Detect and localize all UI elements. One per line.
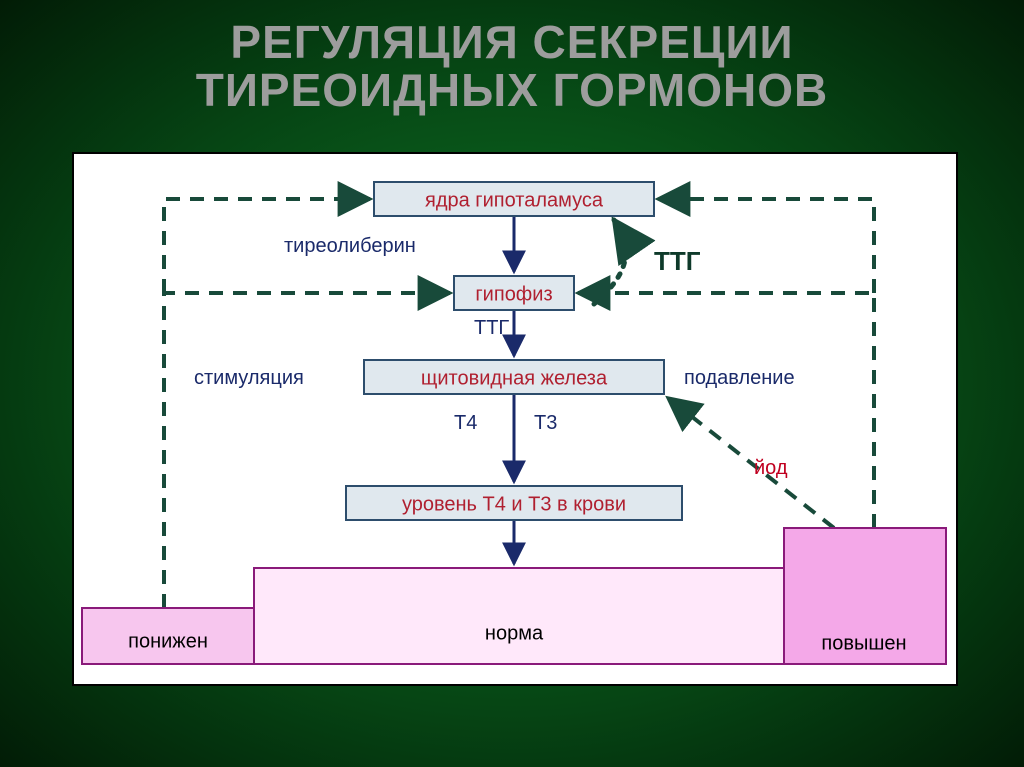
node-pituitary-label: гипофиз [475,283,552,305]
level-low: понижен [82,608,254,664]
label-trh: тиреолиберин [284,235,416,257]
slide-title: РЕГУЛЯЦИЯ СЕКРЕЦИИ ТИРЕОИДНЫХ ГОРМОНОВ [0,0,1024,115]
slide-root: РЕГУЛЯЦИЯ СЕКРЕЦИИ ТИРЕОИДНЫХ ГОРМОНОВ [0,0,1024,767]
node-blood: уровень Т4 и Т3 в крови [346,486,682,520]
label-supp: подавление [684,367,795,389]
label-iodine: йод [754,457,788,479]
label-ttg-big: ТТГ [654,246,701,276]
title-line-2: ТИРЕОИДНЫХ ГОРМОНОВ [196,64,829,116]
node-hypothalamus: ядра гипоталамуса [374,182,654,216]
title-line-1: РЕГУЛЯЦИЯ СЕКРЕЦИИ [230,16,793,68]
diagram-svg: понижен норма повышен ядра гипоталамуса … [74,154,956,684]
node-hypothalamus-label: ядра гипоталамуса [425,189,604,211]
diagram-container: понижен норма повышен ядра гипоталамуса … [72,152,958,686]
node-blood-label: уровень Т4 и Т3 в крови [402,493,626,515]
level-high-label: повышен [821,632,906,654]
label-tsh: ТТГ [474,317,509,339]
stimulation-feedback [164,199,450,608]
node-thyroid: щитовидная железа [364,360,664,394]
level-low-label: понижен [128,630,208,652]
node-pituitary: гипофиз [454,276,574,310]
label-stim: стимуляция [194,367,304,389]
level-mid: норма [254,568,784,664]
label-t3: Т3 [534,412,557,434]
level-mid-label: норма [485,622,544,644]
level-high: повышен [784,528,946,664]
node-thyroid-label: щитовидная железа [421,367,608,389]
label-t4: Т4 [454,412,477,434]
